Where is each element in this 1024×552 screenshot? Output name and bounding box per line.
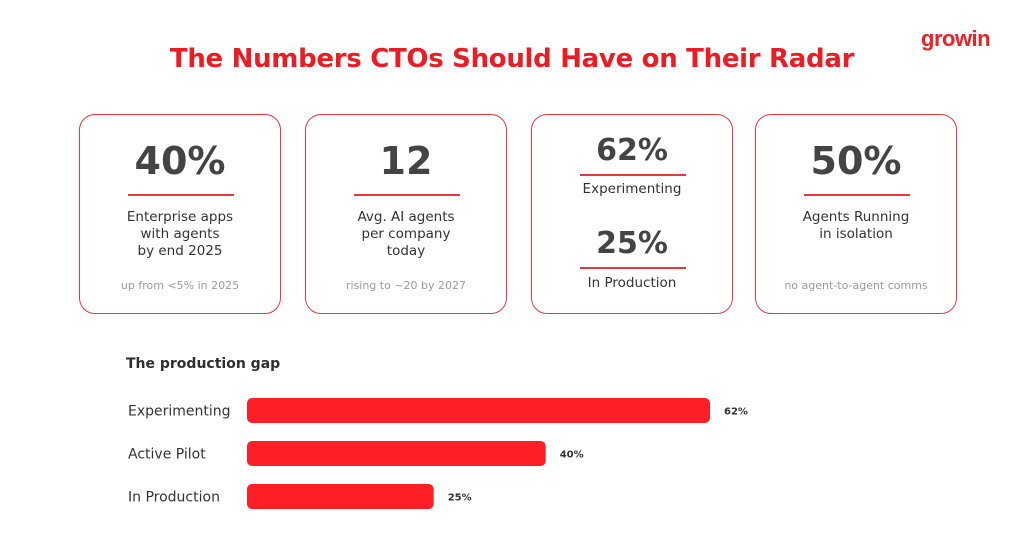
bar-category-label: In Production: [128, 490, 220, 506]
stat-description: Agents Running in isolation: [756, 209, 956, 243]
desc-line: per company: [361, 226, 451, 242]
stat-value: 40%: [134, 139, 226, 183]
chart-title: The production gap: [126, 356, 281, 372]
stat-card-enterprise-apps: 40% Enterprise apps with agents by end 2…: [79, 114, 281, 314]
stat-value-production: 25%: [596, 226, 668, 261]
stat-description: Avg. AI agents per company today: [306, 209, 506, 260]
desc-line: today: [386, 243, 426, 259]
desc-line: by end 2025: [137, 243, 223, 259]
desc-line: Agents Running: [802, 209, 910, 225]
bar-in-production: [247, 484, 434, 509]
production-gap-chart: Experimenting 62% Active Pilot 40% In Produc…: [128, 398, 748, 509]
stat-value-experimenting: 62%: [596, 133, 668, 168]
stat-card-experimenting-production: 62% Experimenting 25% In Production: [531, 114, 733, 314]
divider: [354, 194, 460, 196]
stat-note: rising to ~20 by 2027: [345, 279, 467, 292]
bar-value-label: 25%: [448, 493, 472, 504]
bar-experimenting: [247, 398, 710, 423]
stat-value: 12: [379, 139, 433, 183]
stat-label-experimenting: Experimenting: [582, 181, 682, 197]
stat-card-isolation: 50% Agents Running in isolation no agent…: [755, 114, 957, 314]
stat-label-production: In Production: [587, 275, 677, 291]
stat-note: up from <5% in 2025: [120, 279, 240, 292]
page-title: The Numbers CTOs Should Have on Their Ra…: [169, 44, 855, 74]
desc-line: Enterprise apps: [126, 209, 234, 225]
stat-note: no agent-to-agent comms: [784, 279, 928, 292]
divider: [128, 194, 234, 196]
desc-line: in isolation: [819, 226, 893, 242]
stat-value: 50%: [810, 139, 902, 183]
bar-category-label: Experimenting: [128, 404, 231, 420]
bar-value-label: 40%: [560, 450, 584, 461]
growin-logo: growin: [921, 26, 991, 51]
divider: [580, 174, 686, 176]
stat-card-avg-agents: 12 Avg. AI agents per company today risi…: [305, 114, 507, 314]
bar-active-pilot: [247, 441, 546, 466]
desc-line: with agents: [140, 226, 220, 242]
bar-value-label: 62%: [724, 407, 748, 418]
stat-description: Enterprise apps with agents by end 2025: [80, 209, 280, 260]
divider: [804, 194, 910, 196]
bar-category-label: Active Pilot: [128, 447, 206, 463]
desc-line: Avg. AI agents: [357, 209, 455, 225]
divider: [580, 267, 686, 269]
